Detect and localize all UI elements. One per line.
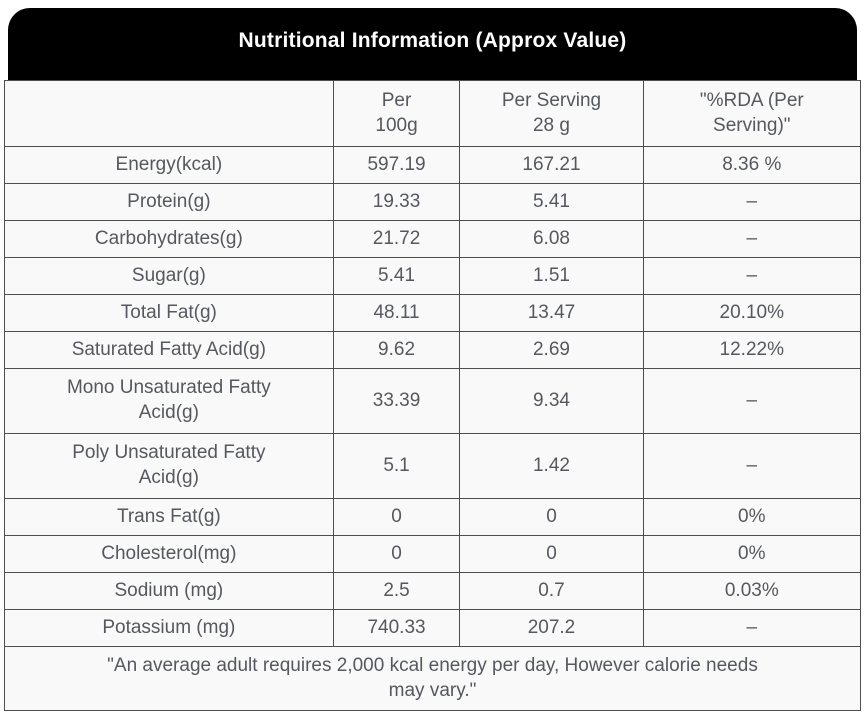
row-label: Carbohydrates(g) <box>4 220 334 258</box>
value-rda: – <box>642 433 862 499</box>
value-per-100g: 0 <box>332 498 461 536</box>
table-header-row: Per 100g Per Serving 28 g "%RDA (Per Ser… <box>4 80 862 147</box>
row-label: Energy(kcal) <box>4 146 334 184</box>
table-row-poly-unsaturated-fatty-acid: Poly Unsaturated Fatty Acid(g) 5.1 1.42 … <box>4 433 862 499</box>
value-rda: – <box>642 609 862 647</box>
table-row-sugar: Sugar(g) 5.41 1.51 – <box>4 257 862 295</box>
table-row-saturated-fatty-acid: Saturated Fatty Acid(g) 9.62 2.69 12.22% <box>4 331 862 369</box>
value-per-100g: 5.41 <box>332 257 461 295</box>
value-per-100g: 9.62 <box>332 331 461 369</box>
value-per-serving: 6.08 <box>459 220 644 258</box>
value-per-serving: 167.21 <box>459 146 644 184</box>
table-row-cholesterol: Cholesterol(mg) 0 0 0% <box>4 535 862 573</box>
value-per-serving: 207.2 <box>459 609 644 647</box>
page-title: Nutritional Information (Approx Value) <box>238 29 627 52</box>
value-rda: – <box>642 220 862 258</box>
value-per-serving: 2.69 <box>459 331 644 369</box>
value-rda: – <box>642 257 862 295</box>
row-label: Trans Fat(g) <box>4 498 334 536</box>
value-rda: – <box>642 183 862 221</box>
value-per-serving: 13.47 <box>459 294 644 332</box>
value-per-100g: 48.11 <box>332 294 461 332</box>
table-title-bar: Nutritional Information (Approx Value) <box>8 8 857 80</box>
nutrition-table: Per 100g Per Serving 28 g "%RDA (Per Ser… <box>4 80 862 711</box>
row-label: Sodium (mg) <box>4 572 334 610</box>
value-rda: 8.36 % <box>642 146 862 184</box>
value-per-100g: 21.72 <box>332 220 461 258</box>
table-row-sodium: Sodium (mg) 2.5 0.7 0.03% <box>4 572 862 610</box>
table-row-carbohydrates: Carbohydrates(g) 21.72 6.08 – <box>4 220 862 258</box>
row-label: Sugar(g) <box>4 257 334 295</box>
value-rda: 20.10% <box>642 294 862 332</box>
value-rda: 0% <box>642 535 862 573</box>
footnote-text: "An average adult requires 2,000 kcal en… <box>4 646 861 711</box>
value-per-100g: 19.33 <box>332 183 461 221</box>
row-label: Total Fat(g) <box>4 294 334 332</box>
column-header-nutrient <box>4 80 334 147</box>
value-per-100g: 597.19 <box>332 146 461 184</box>
table-row-total-fat: Total Fat(g) 48.11 13.47 20.10% <box>4 294 862 332</box>
value-rda: 0% <box>642 498 862 536</box>
table-row-potassium: Potassium (mg) 740.33 207.2 – <box>4 609 862 647</box>
table-row-protein: Protein(g) 19.33 5.41 – <box>4 183 862 221</box>
value-per-serving: 5.41 <box>459 183 644 221</box>
table-row-energy: Energy(kcal) 597.19 167.21 8.36 % <box>4 146 862 184</box>
row-label: Mono Unsaturated Fatty Acid(g) <box>4 368 334 434</box>
column-header-per-serving: Per Serving 28 g <box>459 80 644 147</box>
value-per-100g: 5.1 <box>332 433 461 499</box>
value-per-serving: 1.42 <box>459 433 644 499</box>
value-per-100g: 740.33 <box>332 609 461 647</box>
value-per-100g: 33.39 <box>332 368 461 434</box>
value-per-serving: 0 <box>459 498 644 536</box>
value-per-serving: 9.34 <box>459 368 644 434</box>
value-rda: 0.03% <box>642 572 862 610</box>
row-label: Potassium (mg) <box>4 609 334 647</box>
value-per-100g: 2.5 <box>332 572 461 610</box>
value-per-serving: 0.7 <box>459 572 644 610</box>
row-label: Poly Unsaturated Fatty Acid(g) <box>4 433 334 499</box>
row-label: Cholesterol(mg) <box>4 535 334 573</box>
column-header-rda: "%RDA (Per Serving)" <box>642 80 862 147</box>
footnote-row: "An average adult requires 2,000 kcal en… <box>4 646 861 711</box>
value-per-serving: 1.51 <box>459 257 644 295</box>
value-rda: – <box>642 368 862 434</box>
table-row-mono-unsaturated-fatty-acid: Mono Unsaturated Fatty Acid(g) 33.39 9.3… <box>4 368 862 434</box>
column-header-per-100g: Per 100g <box>332 80 461 147</box>
value-rda: 12.22% <box>642 331 862 369</box>
row-label: Protein(g) <box>4 183 334 221</box>
table-row-trans-fat: Trans Fat(g) 0 0 0% <box>4 498 862 536</box>
value-per-100g: 0 <box>332 535 461 573</box>
row-label: Saturated Fatty Acid(g) <box>4 331 334 369</box>
value-per-serving: 0 <box>459 535 644 573</box>
